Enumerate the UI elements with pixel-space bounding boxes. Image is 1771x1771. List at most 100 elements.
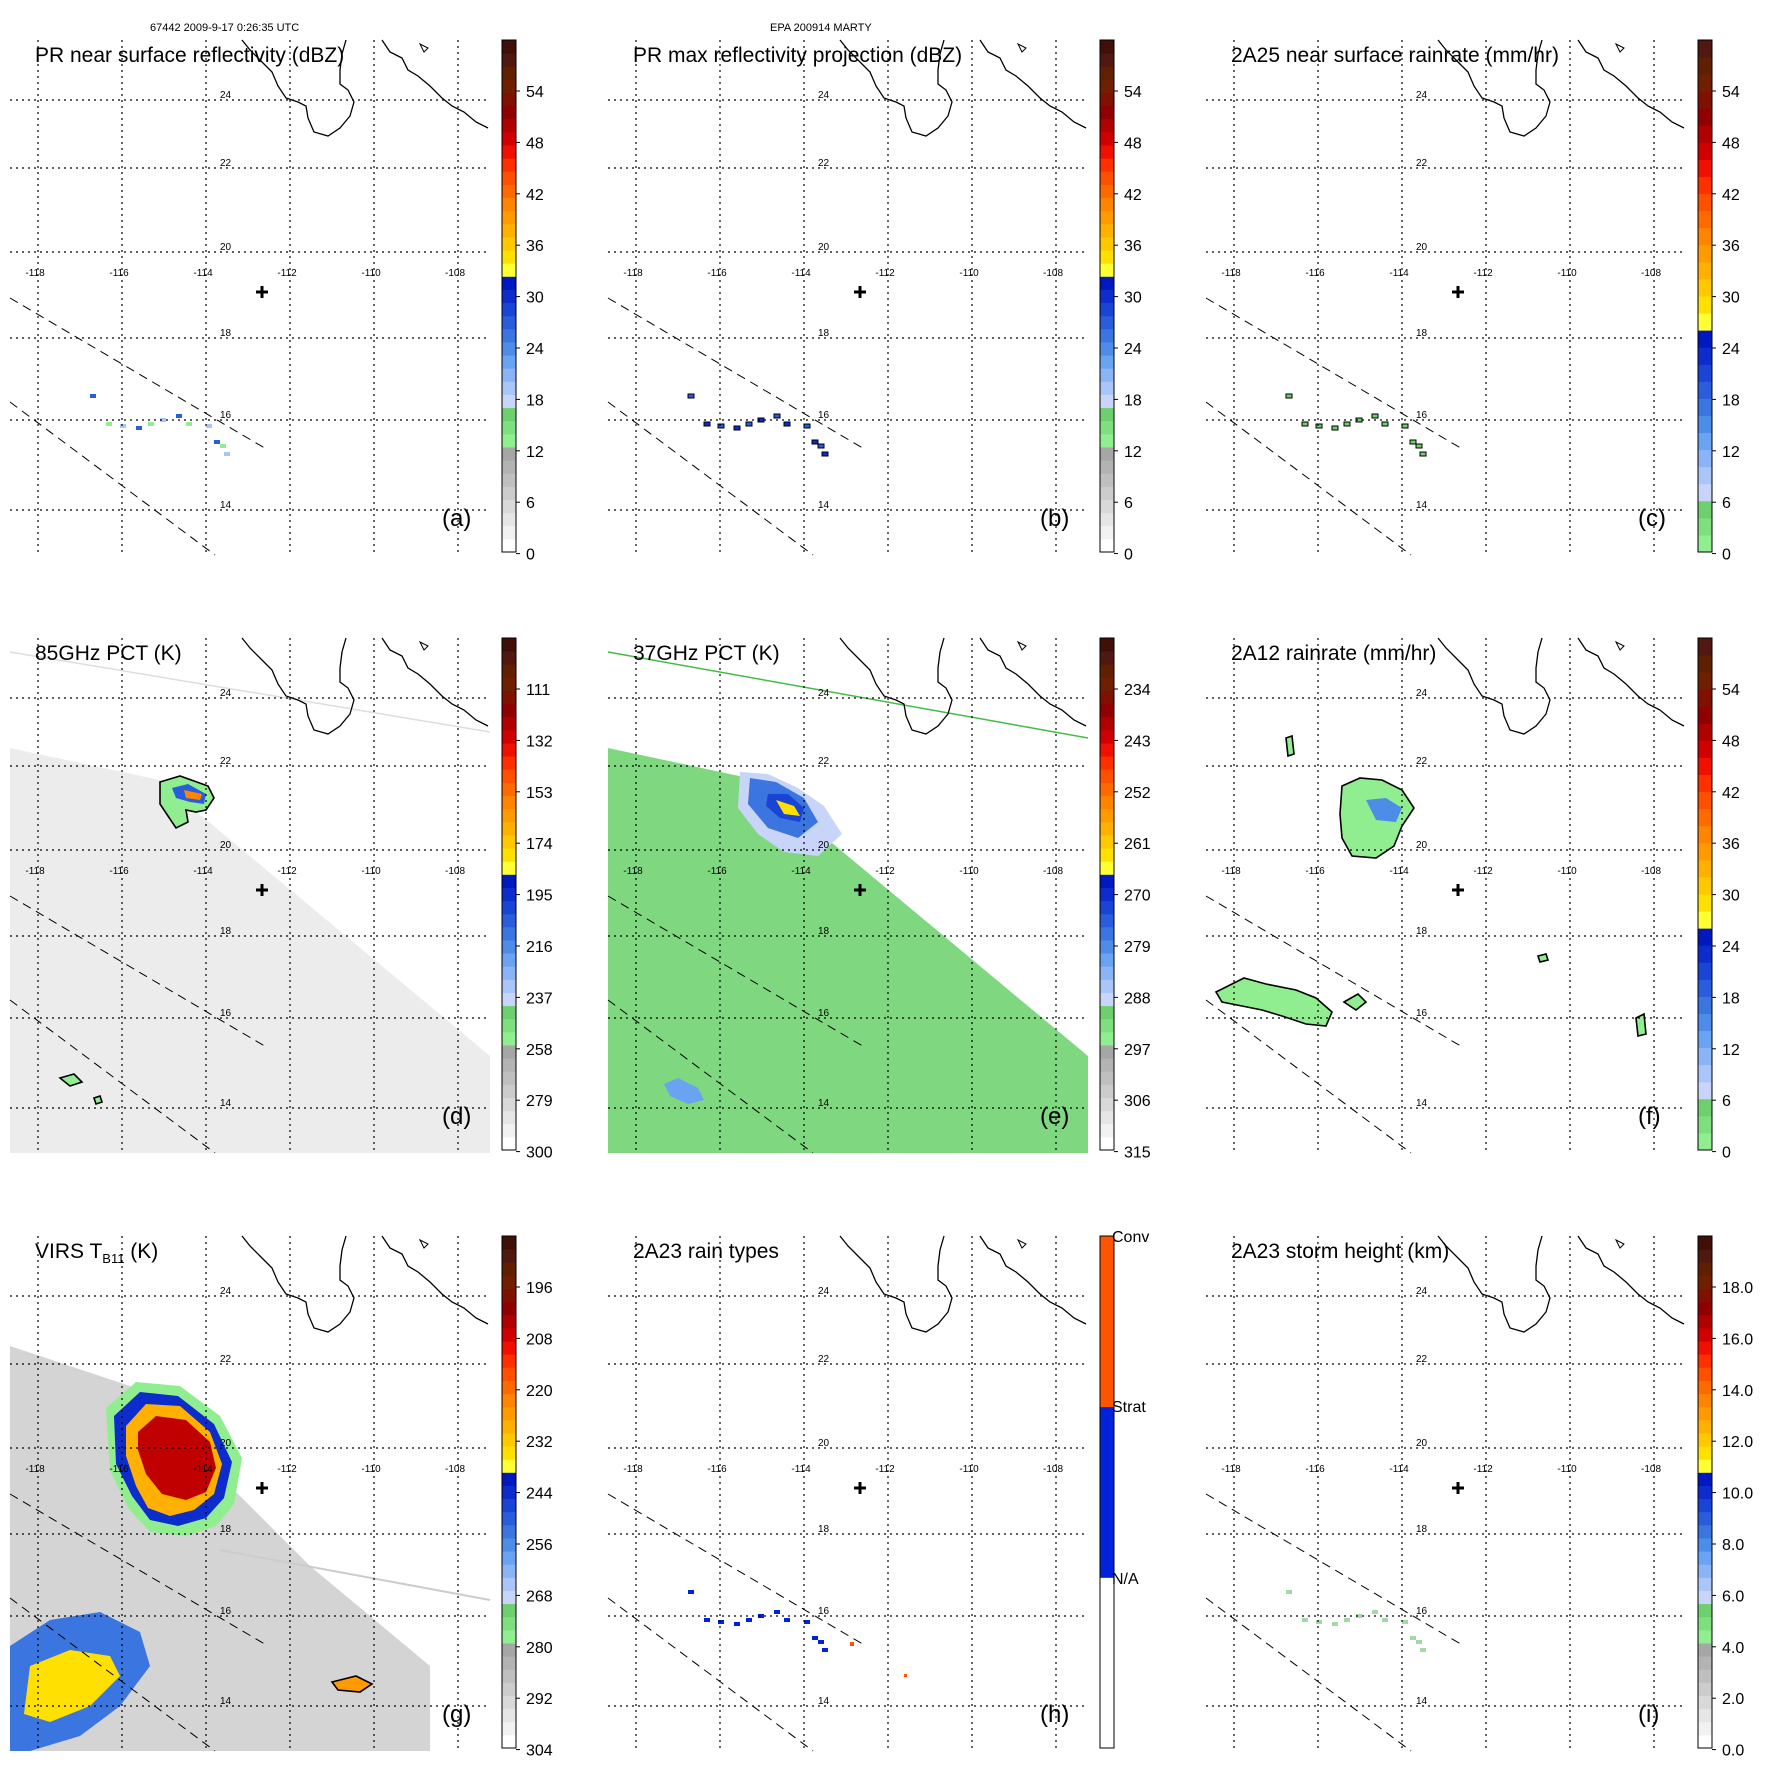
coastline-baja xyxy=(839,1235,953,1333)
lat-tick-label: 14 xyxy=(220,1098,232,1109)
colorbar-segment xyxy=(1100,328,1114,343)
colorbar-tick-label: 268 xyxy=(526,1588,553,1605)
colorbar-segment xyxy=(502,1044,516,1059)
colorbar-tick-label: 48 xyxy=(1722,135,1740,152)
colorbar-segment xyxy=(1698,466,1712,485)
lat-tick-label: 16 xyxy=(818,410,830,421)
colorbar-tick-label: 18 xyxy=(1722,392,1740,409)
colorbar-segment xyxy=(1698,655,1712,673)
colorbar-tick-label: 315 xyxy=(1124,1145,1151,1162)
lat-tick-label: 16 xyxy=(220,1606,232,1617)
precip-echo xyxy=(850,1642,854,1646)
colorbar-segment xyxy=(502,1419,516,1434)
lon-tick-label: -110 xyxy=(361,866,381,877)
colorbar-segment xyxy=(502,486,516,500)
precip-echo xyxy=(717,423,725,429)
colorbar-tick-label: 18 xyxy=(1722,990,1740,1007)
panel-title: PR max reflectivity projection (dBZ) xyxy=(633,44,962,67)
colorbar-tick-label: 14.0 xyxy=(1722,1383,1753,1400)
colorbar-segment xyxy=(1100,861,1114,875)
lat-tick-label: 18 xyxy=(220,1524,232,1535)
colorbar-segment xyxy=(1698,1098,1712,1117)
colorbar-segment xyxy=(1698,1498,1712,1513)
lon-tick-label: -110 xyxy=(1557,866,1577,877)
panel-label: (c) xyxy=(1638,505,1666,532)
colorbar-tick-label: 258 xyxy=(526,1042,553,1059)
colorbar-frame xyxy=(1099,39,1115,553)
colorbar-segment xyxy=(1100,538,1114,553)
lon-tick-label: -116 xyxy=(109,1464,129,1475)
rain2a12-cell xyxy=(1285,734,1295,758)
colorbar-tick-label: 111 xyxy=(526,682,550,699)
map-area: -118 -116 -114 -112 -110 -108 24 22 20 18 16 14 xyxy=(607,637,1089,1154)
colorbar-segment xyxy=(502,512,516,527)
lon-tick-label: -110 xyxy=(361,268,381,279)
lon-tick-label: -112 xyxy=(1473,268,1493,279)
pct85-swath xyxy=(10,748,490,1153)
colorbar-segment xyxy=(1698,1695,1712,1710)
colorbar-segment xyxy=(1698,1656,1712,1670)
colorbar-segment xyxy=(1698,1551,1712,1565)
colorbar-segment xyxy=(1100,79,1114,94)
colorbar-segment xyxy=(502,223,516,238)
precip-echo xyxy=(1401,423,1409,429)
lon-tick-label: -118 xyxy=(25,1464,45,1475)
colorbar-segment xyxy=(502,651,516,665)
colorbar-segment xyxy=(502,302,516,317)
colorbar-tick-label: 54 xyxy=(1722,84,1740,101)
colorbar-segment xyxy=(1100,315,1114,330)
precip-echo xyxy=(90,394,96,398)
colorbar-segment xyxy=(502,1236,516,1250)
colorbar-segment xyxy=(502,79,516,94)
colorbar-tick-label: 0 xyxy=(1722,547,1731,564)
lat-tick-label: 24 xyxy=(1416,1286,1428,1297)
colorbar-segment xyxy=(502,1314,516,1329)
colorbar-segment xyxy=(1698,193,1712,212)
colorbar-tick-label: 6 xyxy=(1722,1093,1731,1110)
colorbar-segment xyxy=(1100,887,1114,902)
colorbar-segment xyxy=(1698,500,1712,519)
colorbar-tick-label: 6 xyxy=(1722,495,1731,512)
colorbar-tick-label: 24 xyxy=(526,341,544,358)
pr-swath-edge xyxy=(607,999,814,1154)
colorbar-segment xyxy=(1698,1132,1712,1151)
colorbar-segment xyxy=(502,525,516,540)
colorbar-segment xyxy=(1698,1314,1712,1329)
coastline-baja xyxy=(1437,637,1551,735)
colorbar-segment xyxy=(1698,1537,1712,1552)
colorbar-segment xyxy=(1100,499,1114,514)
colorbar-segment xyxy=(1698,278,1712,297)
colorbar-segment xyxy=(502,1682,516,1696)
lat-tick-label: 20 xyxy=(1416,1438,1428,1449)
colorbar-segment xyxy=(502,499,516,514)
colorbar-segment xyxy=(1100,1110,1114,1125)
colorbar-tick-label: 18 xyxy=(1124,392,1142,409)
lat-tick-label: 22 xyxy=(1416,158,1428,169)
colorbar-tick-label: 243 xyxy=(1124,733,1151,750)
colorbar-segment xyxy=(502,1031,516,1046)
precip-echo xyxy=(1356,1614,1362,1618)
pr-swath-edge xyxy=(607,297,867,451)
colorbar-segment xyxy=(502,861,516,875)
panel-label: (i) xyxy=(1638,1701,1659,1728)
colorbar: 111 132 153 174 195 216 237 258 279 300 xyxy=(501,637,553,1162)
colorbar-segment xyxy=(502,1656,516,1670)
colorbar-segment xyxy=(1698,1301,1712,1316)
storm-center-marker xyxy=(854,286,866,298)
map-area: -118 -116 -114 -112 -110 -108 24 22 20 18 16 14 xyxy=(9,637,491,1154)
colorbar-segment xyxy=(502,381,516,395)
lat-tick-label: 18 xyxy=(220,328,232,339)
colorbar: 196 208 220 232 244 256 268 280 292 304 xyxy=(501,1235,553,1760)
colorbar-segment xyxy=(1698,1446,1712,1460)
colorbar-segment xyxy=(1100,1236,1114,1280)
colorbar-segment xyxy=(1100,394,1114,409)
colorbar-segment xyxy=(502,1485,516,1500)
map-area: -118 -116 -114 -112 -110 -108 24 22 20 18 16 14 xyxy=(1205,1235,1686,1752)
colorbar-segment xyxy=(502,420,516,435)
colorbar-segment xyxy=(502,1472,516,1486)
colorbar-segment xyxy=(502,145,516,159)
colorbar-segment xyxy=(1100,368,1114,382)
colorbar-tick-label: 36 xyxy=(1722,836,1740,853)
colorbar-segment xyxy=(1100,446,1114,461)
pct37-core xyxy=(776,800,800,816)
